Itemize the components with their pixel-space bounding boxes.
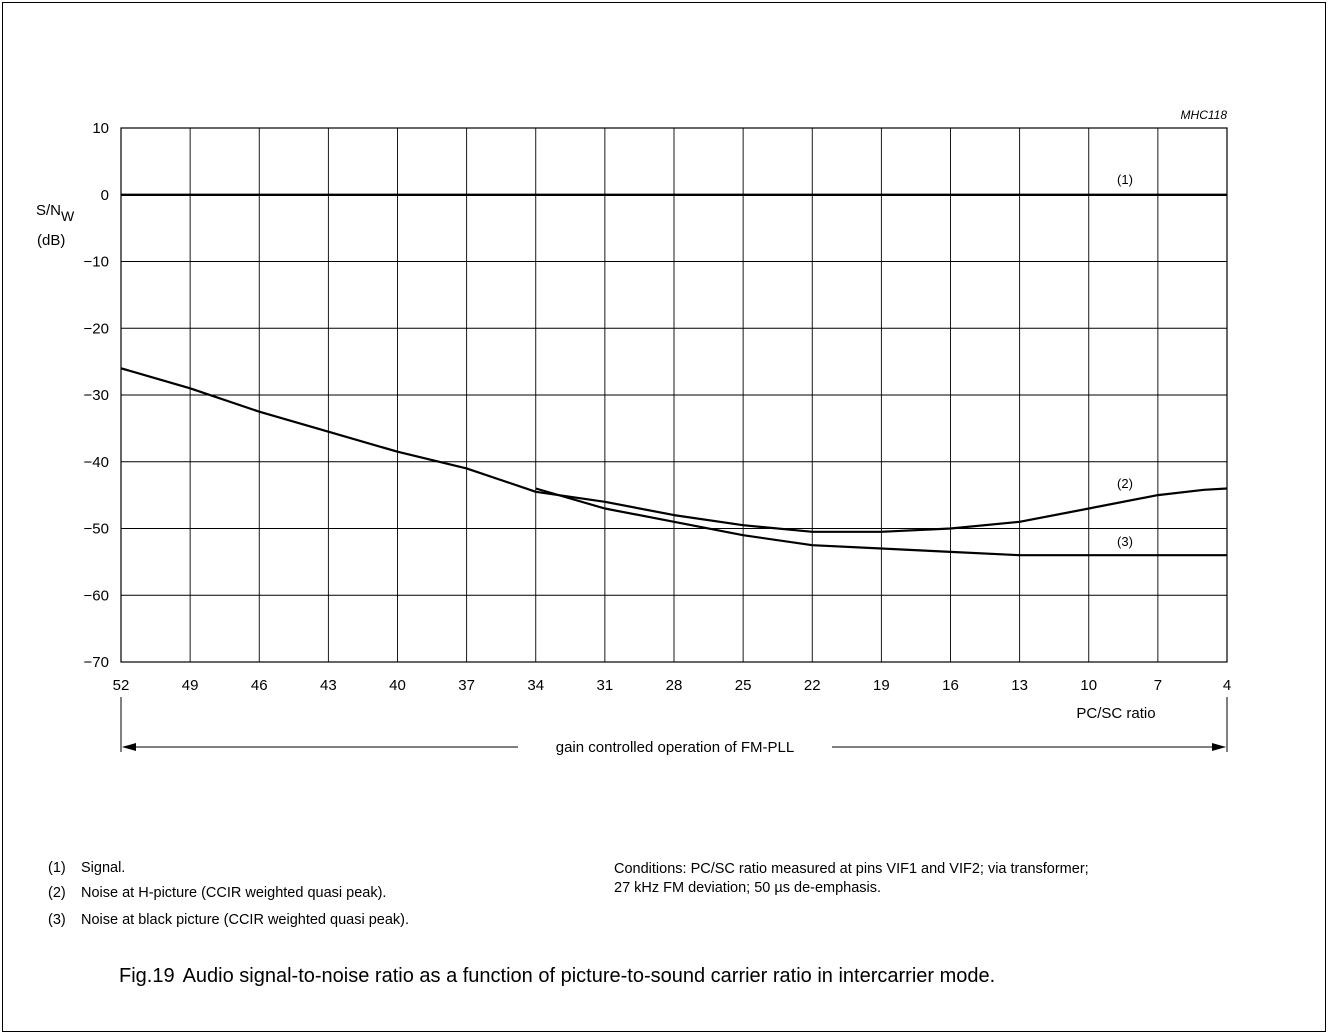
series-label: (2) bbox=[1117, 476, 1133, 491]
y-tick-label: −50 bbox=[84, 521, 109, 538]
y-tick-label: −60 bbox=[84, 587, 109, 604]
x-axis-label: PC/SC ratio bbox=[1076, 705, 1155, 722]
y-tick-label: −30 bbox=[84, 387, 109, 404]
note-3: (3) Noise at black picture (CCIR weighted… bbox=[48, 912, 409, 928]
chart-labels: (1) (2) (3) MHC118 S/NW (dB) PC/SC ratio gain c… bbox=[36, 108, 1228, 756]
note-text: Signal. bbox=[81, 860, 126, 876]
note-number: (2) bbox=[48, 885, 66, 901]
conditions-note: Conditions: PC/SC ratio measured at pins… bbox=[614, 860, 1089, 898]
chart-tick-labels: 52 49 46 43 40 37 34 31 28 25 22 19 16 13 10 7 4 10 0 −10 −2… bbox=[84, 120, 1232, 694]
x-tick-label: 43 bbox=[320, 677, 337, 694]
series-label: (3) bbox=[1117, 534, 1133, 549]
note-number: (1) bbox=[48, 860, 66, 876]
y-tick-label: −20 bbox=[84, 320, 109, 337]
chart-series bbox=[120, 193, 1228, 557]
x-tick-label: 19 bbox=[873, 677, 890, 694]
x-tick-label: 28 bbox=[666, 677, 683, 694]
x-tick-label: 34 bbox=[527, 677, 544, 694]
x-tick-label: 46 bbox=[251, 677, 268, 694]
x-tick-label: 52 bbox=[113, 677, 130, 694]
y-axis-label-subscript: W bbox=[61, 208, 75, 224]
conditions-line-1: Conditions: PC/SC ratio measured at pins… bbox=[614, 861, 1089, 877]
series-line-2 bbox=[120, 367, 1228, 533]
note-number: (3) bbox=[48, 912, 66, 928]
x-tick-label: 22 bbox=[804, 677, 821, 694]
y-tick-label: 0 bbox=[101, 187, 109, 204]
y-axis-unit: (dB) bbox=[37, 232, 65, 249]
y-tick-label: −70 bbox=[84, 654, 109, 671]
y-tick-label: −40 bbox=[84, 454, 109, 471]
x-tick-label: 10 bbox=[1080, 677, 1097, 694]
x-tick-label: 25 bbox=[735, 677, 752, 694]
conditions-line-2: 27 kHz FM deviation; 50 µs de-emphasis. bbox=[614, 880, 882, 896]
series-label: (1) bbox=[1117, 172, 1133, 187]
chart-grid bbox=[120, 127, 1228, 663]
figure-title: Audio signal-to-noise ratio as a functio… bbox=[182, 965, 996, 987]
note-text: Noise at black picture (CCIR weighted qu… bbox=[81, 912, 410, 928]
x-tick-label: 4 bbox=[1223, 677, 1231, 694]
x-tick-label: 49 bbox=[182, 677, 199, 694]
x-tick-label: 31 bbox=[597, 677, 614, 694]
y-axis-label: S/NW bbox=[36, 202, 75, 224]
y-tick-label: −10 bbox=[84, 254, 109, 271]
y-tick-label: 10 bbox=[92, 120, 109, 137]
series-line-3 bbox=[535, 487, 1227, 557]
note-2: (2) Noise at H-picture (CCIR weighted qua… bbox=[48, 885, 386, 901]
x-tick-label: 7 bbox=[1154, 677, 1162, 694]
x-tick-label: 37 bbox=[458, 677, 475, 694]
figure-caption: Fig.19 Audio signal-to-noise ratio as a f… bbox=[119, 965, 995, 988]
x-tick-label: 16 bbox=[942, 677, 959, 694]
range-annotation: gain controlled operation of FM-PLL bbox=[556, 739, 794, 756]
plot-border bbox=[120, 127, 1228, 663]
range-arrowhead-left bbox=[122, 743, 136, 751]
figure-code: MHC118 bbox=[1181, 108, 1228, 122]
note-text: Noise at H-picture (CCIR weighted quasi … bbox=[81, 885, 387, 901]
range-arrowhead-right bbox=[1212, 743, 1226, 751]
x-tick-label: 40 bbox=[389, 677, 406, 694]
figure-number: Fig.19 bbox=[119, 965, 175, 987]
note-1: (1) Signal. bbox=[48, 860, 125, 876]
x-tick-label: 13 bbox=[1011, 677, 1028, 694]
